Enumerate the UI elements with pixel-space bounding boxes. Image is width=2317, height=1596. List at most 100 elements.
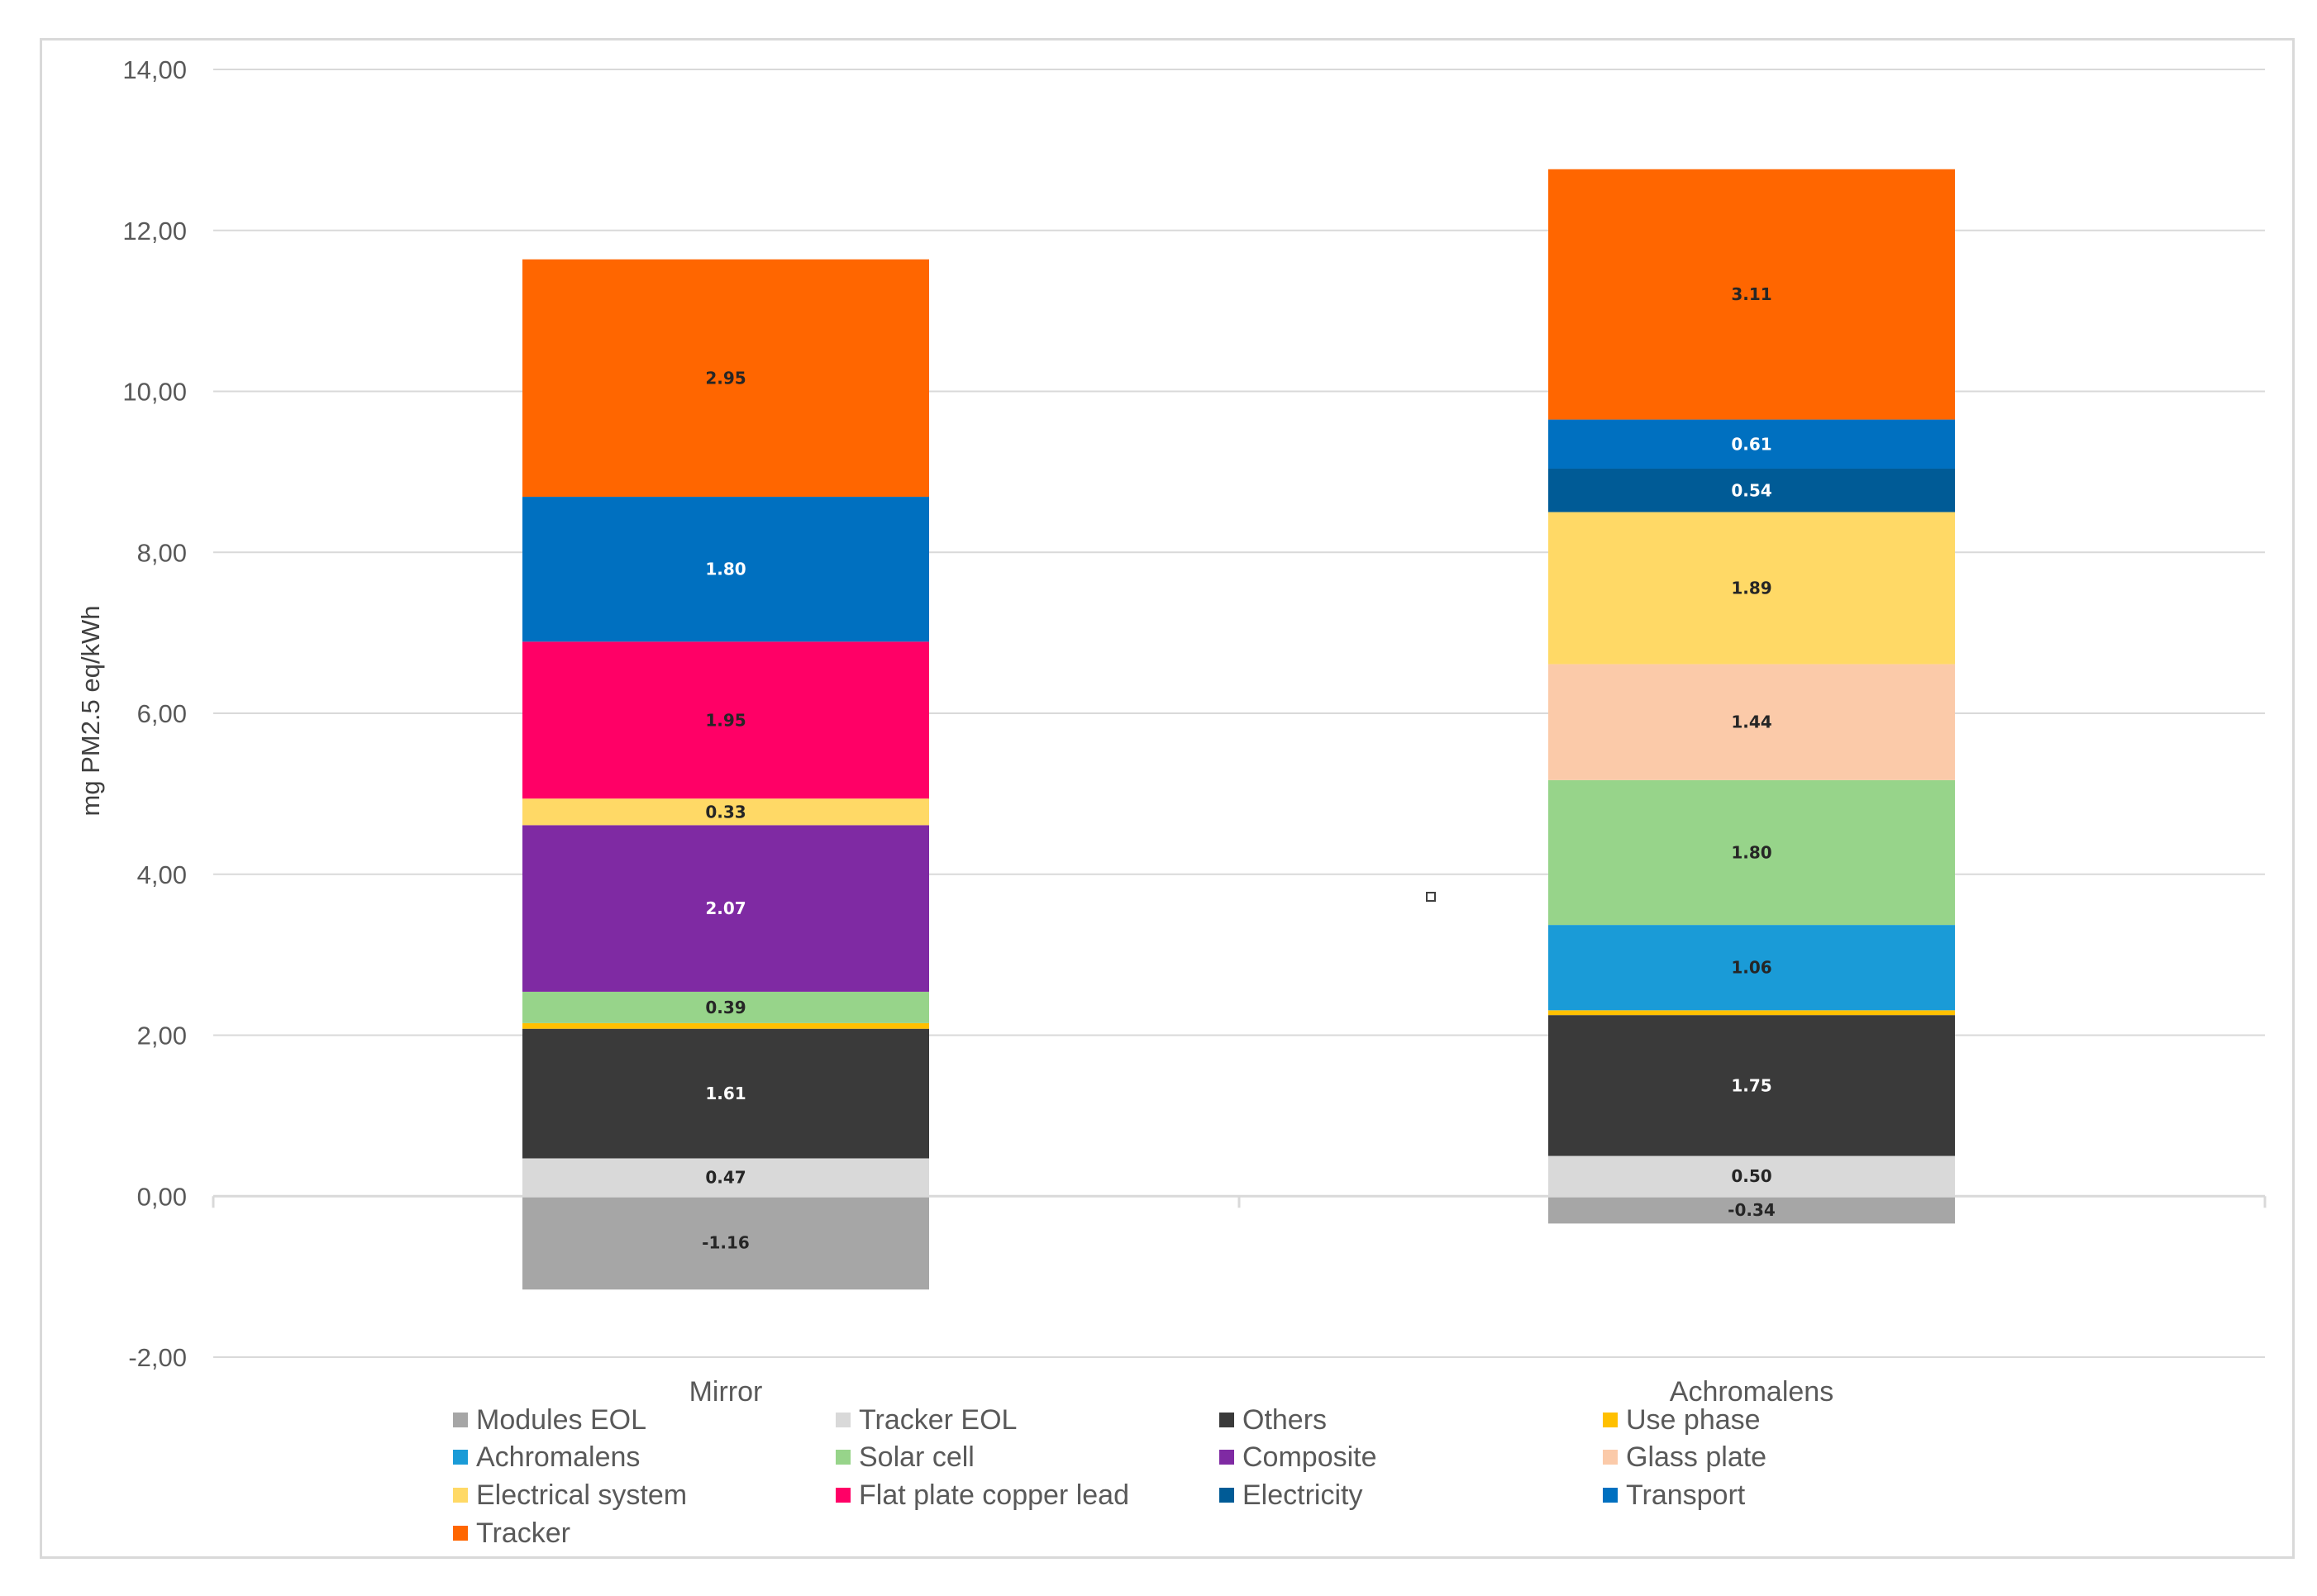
legend-label: Tracker bbox=[476, 1517, 570, 1549]
data-labels: -1.16 0.47 1.61 0.39 2.07 0.33 1.95 1.80 2.95 -0.… bbox=[702, 284, 1776, 1253]
y-axis-label: mg PM2.5 eq/kWh bbox=[76, 606, 105, 817]
data-label: 2.07 bbox=[705, 898, 746, 918]
data-label: 3.11 bbox=[1731, 284, 1771, 304]
bar-segment bbox=[1548, 1155, 1955, 1197]
bar-segment bbox=[1548, 1196, 1955, 1224]
legend-label: Tracker EOL bbox=[859, 1404, 1017, 1436]
bar-segment bbox=[522, 798, 929, 826]
x-axis-tick-marks bbox=[212, 1196, 2267, 1208]
legend-item: Solar cell bbox=[836, 1441, 975, 1473]
legend-swatch bbox=[836, 1413, 851, 1427]
legend: Modules EOL Tracker EOL Others Use phase Ach… bbox=[453, 1404, 1766, 1549]
data-label: 1.89 bbox=[1731, 579, 1771, 598]
legend-swatch bbox=[1603, 1413, 1618, 1427]
bar-segment bbox=[1548, 779, 1955, 926]
bar-segment bbox=[522, 991, 929, 1023]
legend-item: Tracker EOL bbox=[836, 1404, 1017, 1436]
legend-item: Transport bbox=[1603, 1479, 1746, 1511]
bar-segment bbox=[1548, 1010, 1955, 1016]
y-tick-label: 8,00 bbox=[137, 538, 187, 567]
bars bbox=[522, 169, 1955, 1290]
category-label: Mirror bbox=[689, 1376, 763, 1408]
legend-item: Glass plate bbox=[1603, 1441, 1766, 1473]
data-label: 0.54 bbox=[1731, 480, 1771, 500]
legend-item: Modules EOL bbox=[453, 1404, 646, 1436]
bar-segment bbox=[1548, 512, 1955, 665]
legend-item: Electricity bbox=[1219, 1479, 1362, 1511]
legend-swatch bbox=[1603, 1450, 1618, 1465]
bar-segment bbox=[1548, 664, 1955, 780]
legend-swatch bbox=[453, 1488, 468, 1503]
marker-square bbox=[1426, 892, 1436, 902]
bar-segment bbox=[1548, 925, 1955, 1011]
legend-label: Solar cell bbox=[859, 1441, 975, 1473]
legend-item: Tracker bbox=[453, 1517, 570, 1549]
data-label: 0.61 bbox=[1731, 434, 1771, 454]
legend-swatch bbox=[1603, 1488, 1618, 1503]
category-labels: Mirror Achromalens bbox=[689, 1376, 1834, 1408]
y-tick-label: 4,00 bbox=[137, 860, 187, 889]
legend-item: Electrical system bbox=[453, 1479, 687, 1511]
legend-item: Achromalens bbox=[453, 1441, 640, 1473]
legend-label: Glass plate bbox=[1626, 1441, 1766, 1473]
legend-swatch bbox=[453, 1413, 468, 1427]
legend-swatch bbox=[836, 1488, 851, 1503]
legend-item: Use phase bbox=[1603, 1404, 1761, 1436]
data-label: 0.47 bbox=[705, 1167, 746, 1187]
data-label: 1.75 bbox=[1731, 1075, 1771, 1095]
y-tick-label: -2,00 bbox=[128, 1343, 187, 1372]
bar-segment bbox=[522, 641, 929, 799]
category-label: Achromalens bbox=[1670, 1376, 1833, 1408]
data-label: -1.16 bbox=[702, 1233, 750, 1253]
data-label: 2.95 bbox=[705, 368, 746, 388]
data-label: 1.44 bbox=[1731, 712, 1771, 732]
data-label: 0.50 bbox=[1731, 1166, 1771, 1186]
legend-label: Use phase bbox=[1626, 1404, 1761, 1436]
y-tick-label: 0,00 bbox=[137, 1182, 187, 1211]
legend-label: Achromalens bbox=[476, 1441, 640, 1473]
legend-item: Composite bbox=[1219, 1441, 1377, 1473]
data-label: 1.80 bbox=[1731, 842, 1771, 862]
legend-swatch bbox=[836, 1450, 851, 1465]
data-label: 0.33 bbox=[705, 802, 746, 822]
bar-segment bbox=[522, 1022, 929, 1029]
bar-segment bbox=[1548, 468, 1955, 512]
y-tick-label: 2,00 bbox=[137, 1022, 187, 1051]
y-tick-label: 6,00 bbox=[137, 699, 187, 728]
legend-label: Electrical system bbox=[476, 1479, 687, 1511]
gridlines bbox=[213, 69, 2265, 1358]
data-label: 1.06 bbox=[1731, 958, 1771, 978]
bar-segment bbox=[1548, 169, 1955, 420]
legend-label: Modules EOL bbox=[476, 1404, 646, 1436]
data-label: -0.34 bbox=[1728, 1200, 1776, 1220]
legend-swatch bbox=[1219, 1450, 1234, 1465]
bar-segment bbox=[522, 1028, 929, 1159]
y-axis-ticks: 14,00 12,00 10,00 8,00 6,00 4,00 2,00 0,00 -2,00 bbox=[122, 55, 187, 1372]
legend-swatch bbox=[453, 1450, 468, 1465]
legend-label: Composite bbox=[1242, 1441, 1377, 1473]
bar-segment bbox=[1548, 1015, 1955, 1156]
bar-segment bbox=[522, 825, 929, 992]
legend-item: Flat plate copper lead bbox=[836, 1479, 1129, 1511]
bar-segment bbox=[522, 1196, 929, 1290]
legend-swatch bbox=[1219, 1488, 1234, 1503]
data-label: 1.95 bbox=[705, 710, 746, 730]
legend-swatch bbox=[1219, 1413, 1234, 1427]
bar-segment bbox=[522, 1158, 929, 1197]
legend-item: Others bbox=[1219, 1404, 1327, 1436]
data-label: 1.61 bbox=[705, 1084, 746, 1103]
bar-segment bbox=[1548, 419, 1955, 469]
data-label: 1.80 bbox=[705, 560, 746, 579]
y-tick-label: 14,00 bbox=[122, 55, 187, 84]
legend-swatch bbox=[453, 1526, 468, 1541]
data-label: 0.39 bbox=[705, 998, 746, 1017]
bar-segment bbox=[522, 497, 929, 642]
legend-label: Transport bbox=[1626, 1479, 1746, 1511]
y-tick-label: 10,00 bbox=[122, 378, 187, 407]
legend-label: Flat plate copper lead bbox=[859, 1479, 1129, 1511]
bar-segment bbox=[522, 259, 929, 498]
legend-label: Electricity bbox=[1242, 1479, 1362, 1511]
legend-label: Others bbox=[1242, 1404, 1327, 1436]
y-tick-label: 12,00 bbox=[122, 217, 187, 245]
